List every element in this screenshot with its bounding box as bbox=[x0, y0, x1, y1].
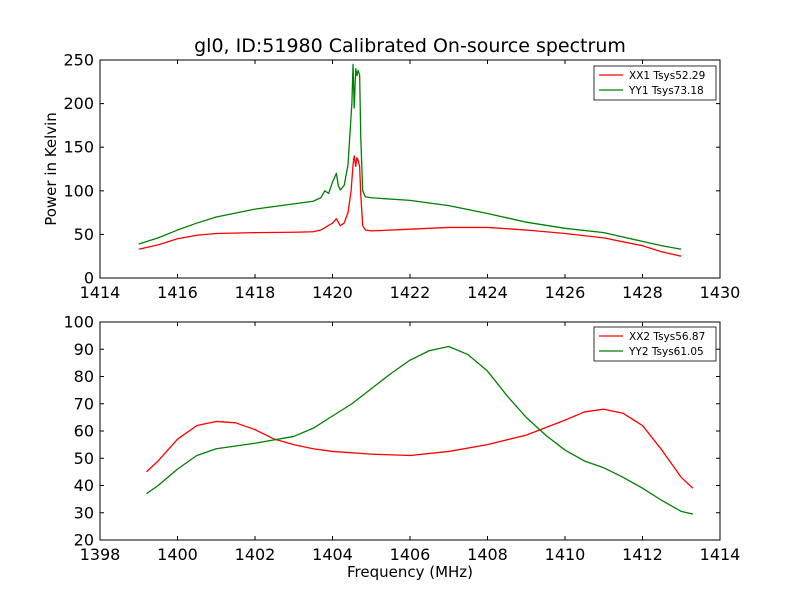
chart-title: gl0, ID:51980 Calibrated On-source spect… bbox=[194, 35, 626, 57]
y-tick-label: 100 bbox=[63, 313, 94, 332]
y-tick-label: 70 bbox=[74, 394, 94, 413]
y-tick-label: 40 bbox=[74, 476, 94, 495]
series-line-1 bbox=[138, 155, 682, 257]
series-line-2 bbox=[138, 63, 682, 250]
x-tick-label: 1412 bbox=[622, 545, 663, 564]
y-tick-label: 100 bbox=[63, 181, 94, 200]
y-tick-label: 0 bbox=[84, 269, 94, 288]
legend-label-2: YY1 Tsys73.18 bbox=[628, 85, 704, 97]
y-tick-label: 200 bbox=[63, 94, 94, 113]
x-axis-title: Frequency (MHz) bbox=[347, 563, 473, 581]
y-tick-label: 50 bbox=[74, 225, 94, 244]
legend-box bbox=[593, 326, 717, 362]
x-tick-label: 1416 bbox=[157, 283, 198, 302]
y-tick-label: 60 bbox=[74, 422, 94, 441]
x-tick-label: 1404 bbox=[312, 545, 353, 564]
x-tick-label: 1428 bbox=[622, 283, 663, 302]
x-tick-label: 1402 bbox=[235, 545, 276, 564]
legend-label-1: XX2 Tsys56.87 bbox=[629, 331, 705, 343]
x-tick-label: 1426 bbox=[545, 283, 586, 302]
y-tick-label: 150 bbox=[63, 138, 94, 157]
x-tick-label: 1424 bbox=[467, 283, 508, 302]
y-tick-label: 50 bbox=[74, 449, 94, 468]
x-tick-label: 1414 bbox=[80, 283, 121, 302]
y-tick-label: 250 bbox=[63, 51, 94, 70]
y-tick-label: 30 bbox=[74, 503, 94, 522]
series-line-2 bbox=[146, 345, 694, 515]
x-tick-label: 1400 bbox=[157, 545, 198, 564]
y-tick-label: 80 bbox=[74, 367, 94, 386]
x-tick-label: 1422 bbox=[390, 283, 431, 302]
x-tick-label: 1430 bbox=[700, 283, 741, 302]
x-tick-label: 1418 bbox=[235, 283, 276, 302]
legend-label-2: YY2 Tsys61.05 bbox=[628, 346, 704, 358]
x-tick-label: 1410 bbox=[545, 545, 586, 564]
x-tick-label: 1398 bbox=[80, 545, 121, 564]
plot-bottom: 1398 1400 1402 1404 1406 1408 1410 1412 1414 20 30… bbox=[63, 313, 740, 582]
plot-top: 1414 1416 1418 1420 1422 1424 1426 1428 1430 0 50 1… bbox=[42, 51, 740, 303]
x-tick-label: 1408 bbox=[467, 545, 508, 564]
legend-label-1: XX1 Tsys52.29 bbox=[629, 70, 705, 82]
x-tick-label: 1414 bbox=[700, 545, 741, 564]
x-tick-label: 1406 bbox=[390, 545, 431, 564]
x-tick-label: 1420 bbox=[312, 283, 353, 302]
y-tick-label: 20 bbox=[74, 531, 94, 550]
legend-box bbox=[593, 65, 717, 101]
series-line-1 bbox=[146, 408, 694, 489]
y-tick-label: 90 bbox=[74, 340, 94, 359]
y-axis-title: Power in Kelvin bbox=[42, 112, 60, 226]
